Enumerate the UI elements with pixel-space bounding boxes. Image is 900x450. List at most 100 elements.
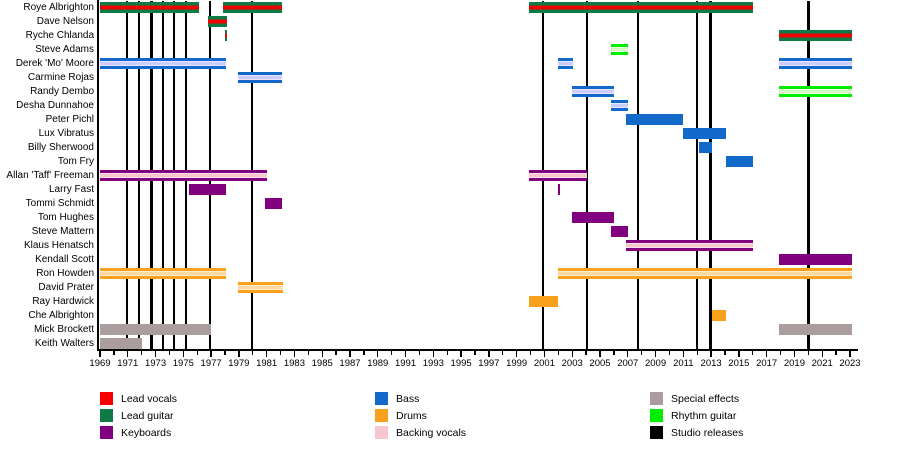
axis-tick <box>377 351 379 357</box>
timeline-bar <box>557 58 573 69</box>
axis-tick <box>335 351 337 355</box>
timeline-bar <box>100 2 199 13</box>
axis-tick <box>154 351 157 357</box>
axis-tick <box>432 351 434 357</box>
timeline-bar <box>779 86 853 97</box>
member-label: Tom Hughes <box>37 211 94 223</box>
year-label: 2011 <box>673 358 694 369</box>
member-label: Ron Howden <box>36 267 94 279</box>
timeline-bar <box>208 16 228 27</box>
timeline-bar <box>779 30 853 41</box>
axis-tick <box>613 351 615 355</box>
year-label: 1969 <box>89 358 111 369</box>
timeline-bar <box>100 324 212 335</box>
axis-tick <box>821 351 823 357</box>
timeline-bar <box>100 338 142 349</box>
member-label: Lux Vibratus <box>38 127 94 139</box>
year-label: 1971 <box>117 358 139 369</box>
legend-swatch-lead_guitar <box>100 409 113 422</box>
legend-swatch-rhythm_guitar <box>650 409 663 422</box>
axis-tick <box>321 351 323 357</box>
timeline-bar <box>222 2 282 13</box>
axis-tick <box>668 351 671 355</box>
legend-label: Backing vocals <box>396 427 467 439</box>
year-label: 2023 <box>839 358 861 369</box>
axis-tick <box>266 351 268 357</box>
timeline-bar <box>683 128 727 139</box>
member-label: Allan 'Taff' Freeman <box>6 169 94 181</box>
axis-tick <box>99 351 101 357</box>
legend-label: Lead guitar <box>121 410 174 422</box>
timeline-bar <box>698 142 712 153</box>
timeline-bar <box>572 212 614 223</box>
release-line <box>636 1 640 349</box>
legend-label: Special effects <box>671 393 740 405</box>
axis-tick <box>418 351 421 355</box>
member-label: Larry Fast <box>48 183 94 195</box>
axis-tick <box>293 351 296 357</box>
year-label: 1975 <box>172 358 194 369</box>
year-label: 2007 <box>617 358 639 369</box>
timeline-bar <box>726 156 754 167</box>
member-label: Randy Dembo <box>30 85 94 97</box>
year-label: 2019 <box>783 358 805 369</box>
member-label: Klaus Henatsch <box>23 239 94 251</box>
year-label: 2015 <box>728 358 750 369</box>
member-label: Steve Mattern <box>31 225 94 237</box>
member-label: Desha Dunnahoe <box>16 99 94 111</box>
axis-tick <box>182 351 184 357</box>
axis-tick <box>363 351 365 355</box>
timeline-bar <box>711 310 727 321</box>
axis-tick <box>585 351 587 355</box>
member-label: Roye Albrighton <box>23 1 94 13</box>
timeline-bar <box>100 268 227 279</box>
axis-tick <box>404 351 407 357</box>
axis-tick <box>307 351 309 355</box>
axis-tick <box>571 351 573 357</box>
legend-label: Lead vocals <box>121 393 178 405</box>
year-label: 2021 <box>811 358 833 369</box>
axis-tick <box>168 351 171 355</box>
axis-tick <box>627 351 629 357</box>
timeline-bar <box>225 30 228 41</box>
year-label: 1987 <box>339 358 361 369</box>
member-label: Peter Pichl <box>45 113 94 125</box>
release-line <box>696 1 699 349</box>
legend-label: Bass <box>396 393 420 405</box>
timeline-bar <box>611 226 628 237</box>
timeline-bar <box>558 184 560 195</box>
legend-label: Keyboards <box>121 427 172 439</box>
year-label: 1989 <box>367 358 389 369</box>
legend-swatch-special_effects <box>650 392 663 405</box>
member-label: Billy Sherwood <box>27 141 94 153</box>
member-label: Keith Walters <box>34 337 94 349</box>
member-label: Ryche Chlanda <box>25 29 94 41</box>
release-line <box>807 1 810 349</box>
timeline-bar <box>557 268 853 279</box>
timeline-bar <box>529 296 559 307</box>
year-label: 2009 <box>644 358 667 369</box>
timeline-bar <box>100 170 267 181</box>
member-label: Steve Adams <box>35 43 94 55</box>
legend-swatch-backing_vocals <box>375 426 388 439</box>
axis-tick <box>210 351 212 357</box>
year-label: 2003 <box>561 358 583 369</box>
axis-tick <box>543 351 546 357</box>
axis-tick <box>766 351 768 357</box>
year-label: 1985 <box>311 358 333 369</box>
timeline-bar <box>611 44 628 55</box>
member-label: Mick Brockett <box>33 323 94 335</box>
timeline-bar <box>238 282 284 293</box>
axis-tick <box>752 351 754 355</box>
member-label: Kendall Scott <box>35 253 94 265</box>
axis-tick <box>779 351 782 355</box>
legend-swatch-bass <box>375 392 388 405</box>
year-label: 1993 <box>422 358 444 369</box>
year-label: 1979 <box>228 358 250 369</box>
timeline-bar <box>529 170 588 181</box>
timeline-bar <box>779 58 853 69</box>
member-label: Tommi Schmidt <box>25 197 94 209</box>
axis-tick <box>391 351 393 355</box>
axis-tick <box>641 351 643 355</box>
